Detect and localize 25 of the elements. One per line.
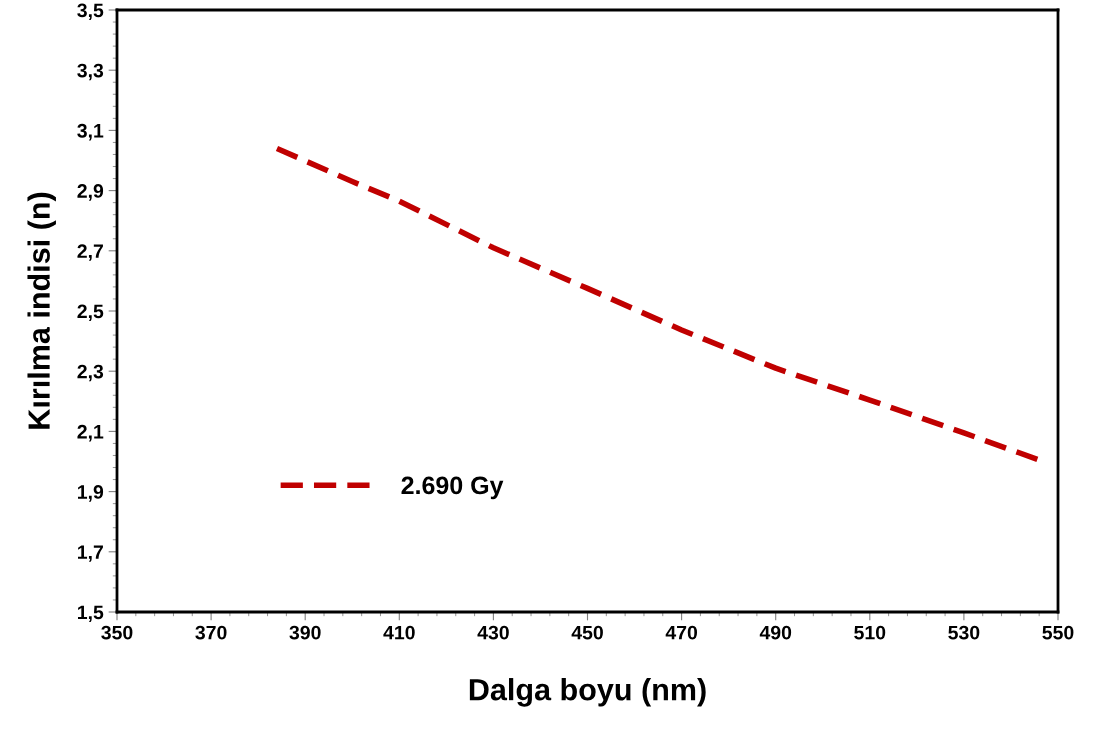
y-tick-label: 2,3 xyxy=(77,364,104,382)
x-tick-label: 550 xyxy=(1042,625,1074,640)
x-tick-label: 450 xyxy=(571,625,603,640)
x-tick-label: 510 xyxy=(854,625,886,640)
y-tick-label: 1,5 xyxy=(78,605,104,623)
x-tick-label: 430 xyxy=(477,625,509,640)
x-tick-label: 530 xyxy=(948,625,980,640)
x-tick-label: 470 xyxy=(665,625,698,640)
y-tick-label: 3,3 xyxy=(77,63,104,81)
y-tick-label: 1,7 xyxy=(78,545,103,562)
legend-label: 2.690 Gy xyxy=(401,476,504,500)
y-tick-label: 2,5 xyxy=(77,304,104,322)
x-tick-label: 390 xyxy=(289,625,321,640)
x-tick-label: 350 xyxy=(101,625,133,640)
x-tick-label: 410 xyxy=(383,625,415,640)
x-tick-label: 370 xyxy=(195,625,227,640)
y-tick-label: 2,1 xyxy=(77,424,104,442)
y-tick-label: 2,7 xyxy=(77,244,103,261)
y-tick-label: 3,5 xyxy=(77,3,104,21)
y-tick-label: 1,9 xyxy=(78,485,104,502)
x-axis-title: Dalga boyu (nm) xyxy=(469,678,706,707)
y-tick-label: 2,9 xyxy=(77,184,104,201)
y-axis-title: Kırılma indisi (n) xyxy=(27,192,56,429)
y-tick-label: 3,1 xyxy=(77,123,104,141)
x-tick-label: 490 xyxy=(759,625,792,640)
